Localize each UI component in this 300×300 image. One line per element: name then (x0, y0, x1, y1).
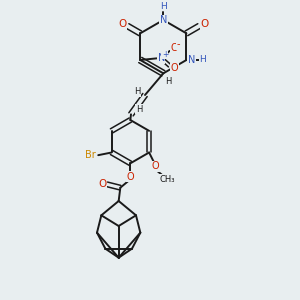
Text: N: N (158, 53, 165, 63)
Text: N: N (188, 55, 195, 65)
Text: H: H (134, 87, 140, 96)
Text: H: H (136, 105, 142, 114)
Text: CH₃: CH₃ (159, 175, 175, 184)
Text: N: N (160, 15, 167, 25)
Text: O: O (127, 172, 134, 182)
Text: O: O (152, 161, 160, 172)
Text: O: O (200, 19, 208, 29)
Text: O: O (170, 63, 178, 73)
Text: -: - (176, 39, 180, 49)
Text: O: O (170, 43, 178, 53)
Text: +: + (162, 50, 168, 59)
Text: H: H (200, 56, 206, 64)
Text: Br: Br (85, 150, 95, 160)
Text: H: H (165, 77, 172, 86)
Text: H: H (160, 2, 167, 11)
Text: O: O (98, 179, 106, 189)
Text: O: O (118, 19, 126, 29)
